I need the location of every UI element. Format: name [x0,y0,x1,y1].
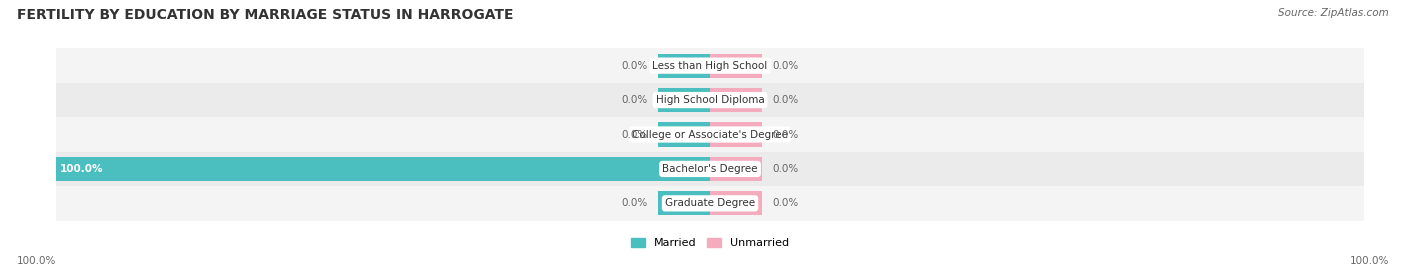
Bar [56,117,1364,152]
Text: 0.0%: 0.0% [621,61,648,71]
Text: FERTILITY BY EDUCATION BY MARRIAGE STATUS IN HARROGATE: FERTILITY BY EDUCATION BY MARRIAGE STATU… [17,8,513,22]
Bar [710,54,762,78]
Text: Less than High School: Less than High School [652,61,768,71]
Text: Source: ZipAtlas.com: Source: ZipAtlas.com [1278,8,1389,18]
Bar [658,54,710,78]
Bar [710,191,762,215]
Text: College or Associate's Degree: College or Associate's Degree [633,129,787,140]
Text: Graduate Degree: Graduate Degree [665,198,755,208]
Text: 100.0%: 100.0% [1350,256,1389,266]
Bar [658,122,710,147]
Text: Bachelor's Degree: Bachelor's Degree [662,164,758,174]
Bar [658,88,710,112]
Text: 100.0%: 100.0% [59,164,103,174]
Legend: Married, Unmarried: Married, Unmarried [627,233,793,253]
Text: 0.0%: 0.0% [621,95,648,105]
Text: 0.0%: 0.0% [772,198,799,208]
Text: 100.0%: 100.0% [17,256,56,266]
Text: 0.0%: 0.0% [772,95,799,105]
Text: 0.0%: 0.0% [772,164,799,174]
Text: High School Diploma: High School Diploma [655,95,765,105]
Bar [710,88,762,112]
Bar [56,152,1364,186]
Text: 0.0%: 0.0% [772,61,799,71]
Text: 0.0%: 0.0% [621,198,648,208]
Bar [56,48,1364,83]
Bar [658,191,710,215]
Text: 0.0%: 0.0% [621,129,648,140]
Bar [710,122,762,147]
Bar [56,157,710,181]
Bar [56,83,1364,117]
Bar [56,186,1364,221]
Bar [710,157,762,181]
Text: 0.0%: 0.0% [772,129,799,140]
